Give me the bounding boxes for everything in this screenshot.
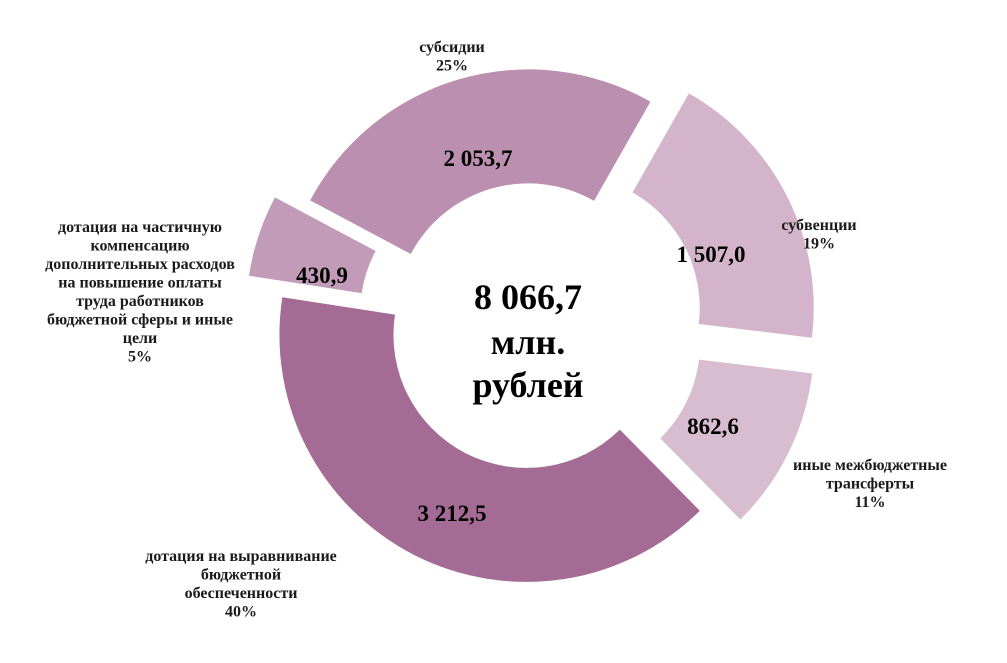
center-total-label: 8 066,7 bbox=[474, 277, 582, 317]
slice-value-label: 430,9 bbox=[296, 263, 348, 288]
donut-slice bbox=[310, 69, 651, 254]
donut-slice bbox=[279, 297, 700, 582]
slice-value-label: 1 507,0 bbox=[677, 242, 746, 267]
slice-category-label: субсидии 25% bbox=[419, 39, 485, 75]
slice-category-label: субвенции 19% bbox=[781, 217, 856, 253]
slice-value-label: 3 212,5 bbox=[418, 501, 487, 526]
center-total-label: рублей bbox=[472, 365, 583, 405]
slice-value-label: 2 053,7 bbox=[444, 146, 513, 171]
donut-slice bbox=[632, 93, 814, 338]
slice-category-label: дотация на частичную компенсацию дополните… bbox=[45, 219, 235, 366]
slice-value-label: 862,6 bbox=[687, 414, 739, 439]
center-total-label: млн. bbox=[491, 322, 565, 362]
donut-slice bbox=[248, 197, 376, 294]
slice-category-label: дотация на выравнивание бюджетной обеспече… bbox=[145, 548, 337, 621]
donut-slice bbox=[660, 359, 813, 520]
slice-category-label: иные межбюджетные трансферты 11% bbox=[793, 457, 947, 511]
